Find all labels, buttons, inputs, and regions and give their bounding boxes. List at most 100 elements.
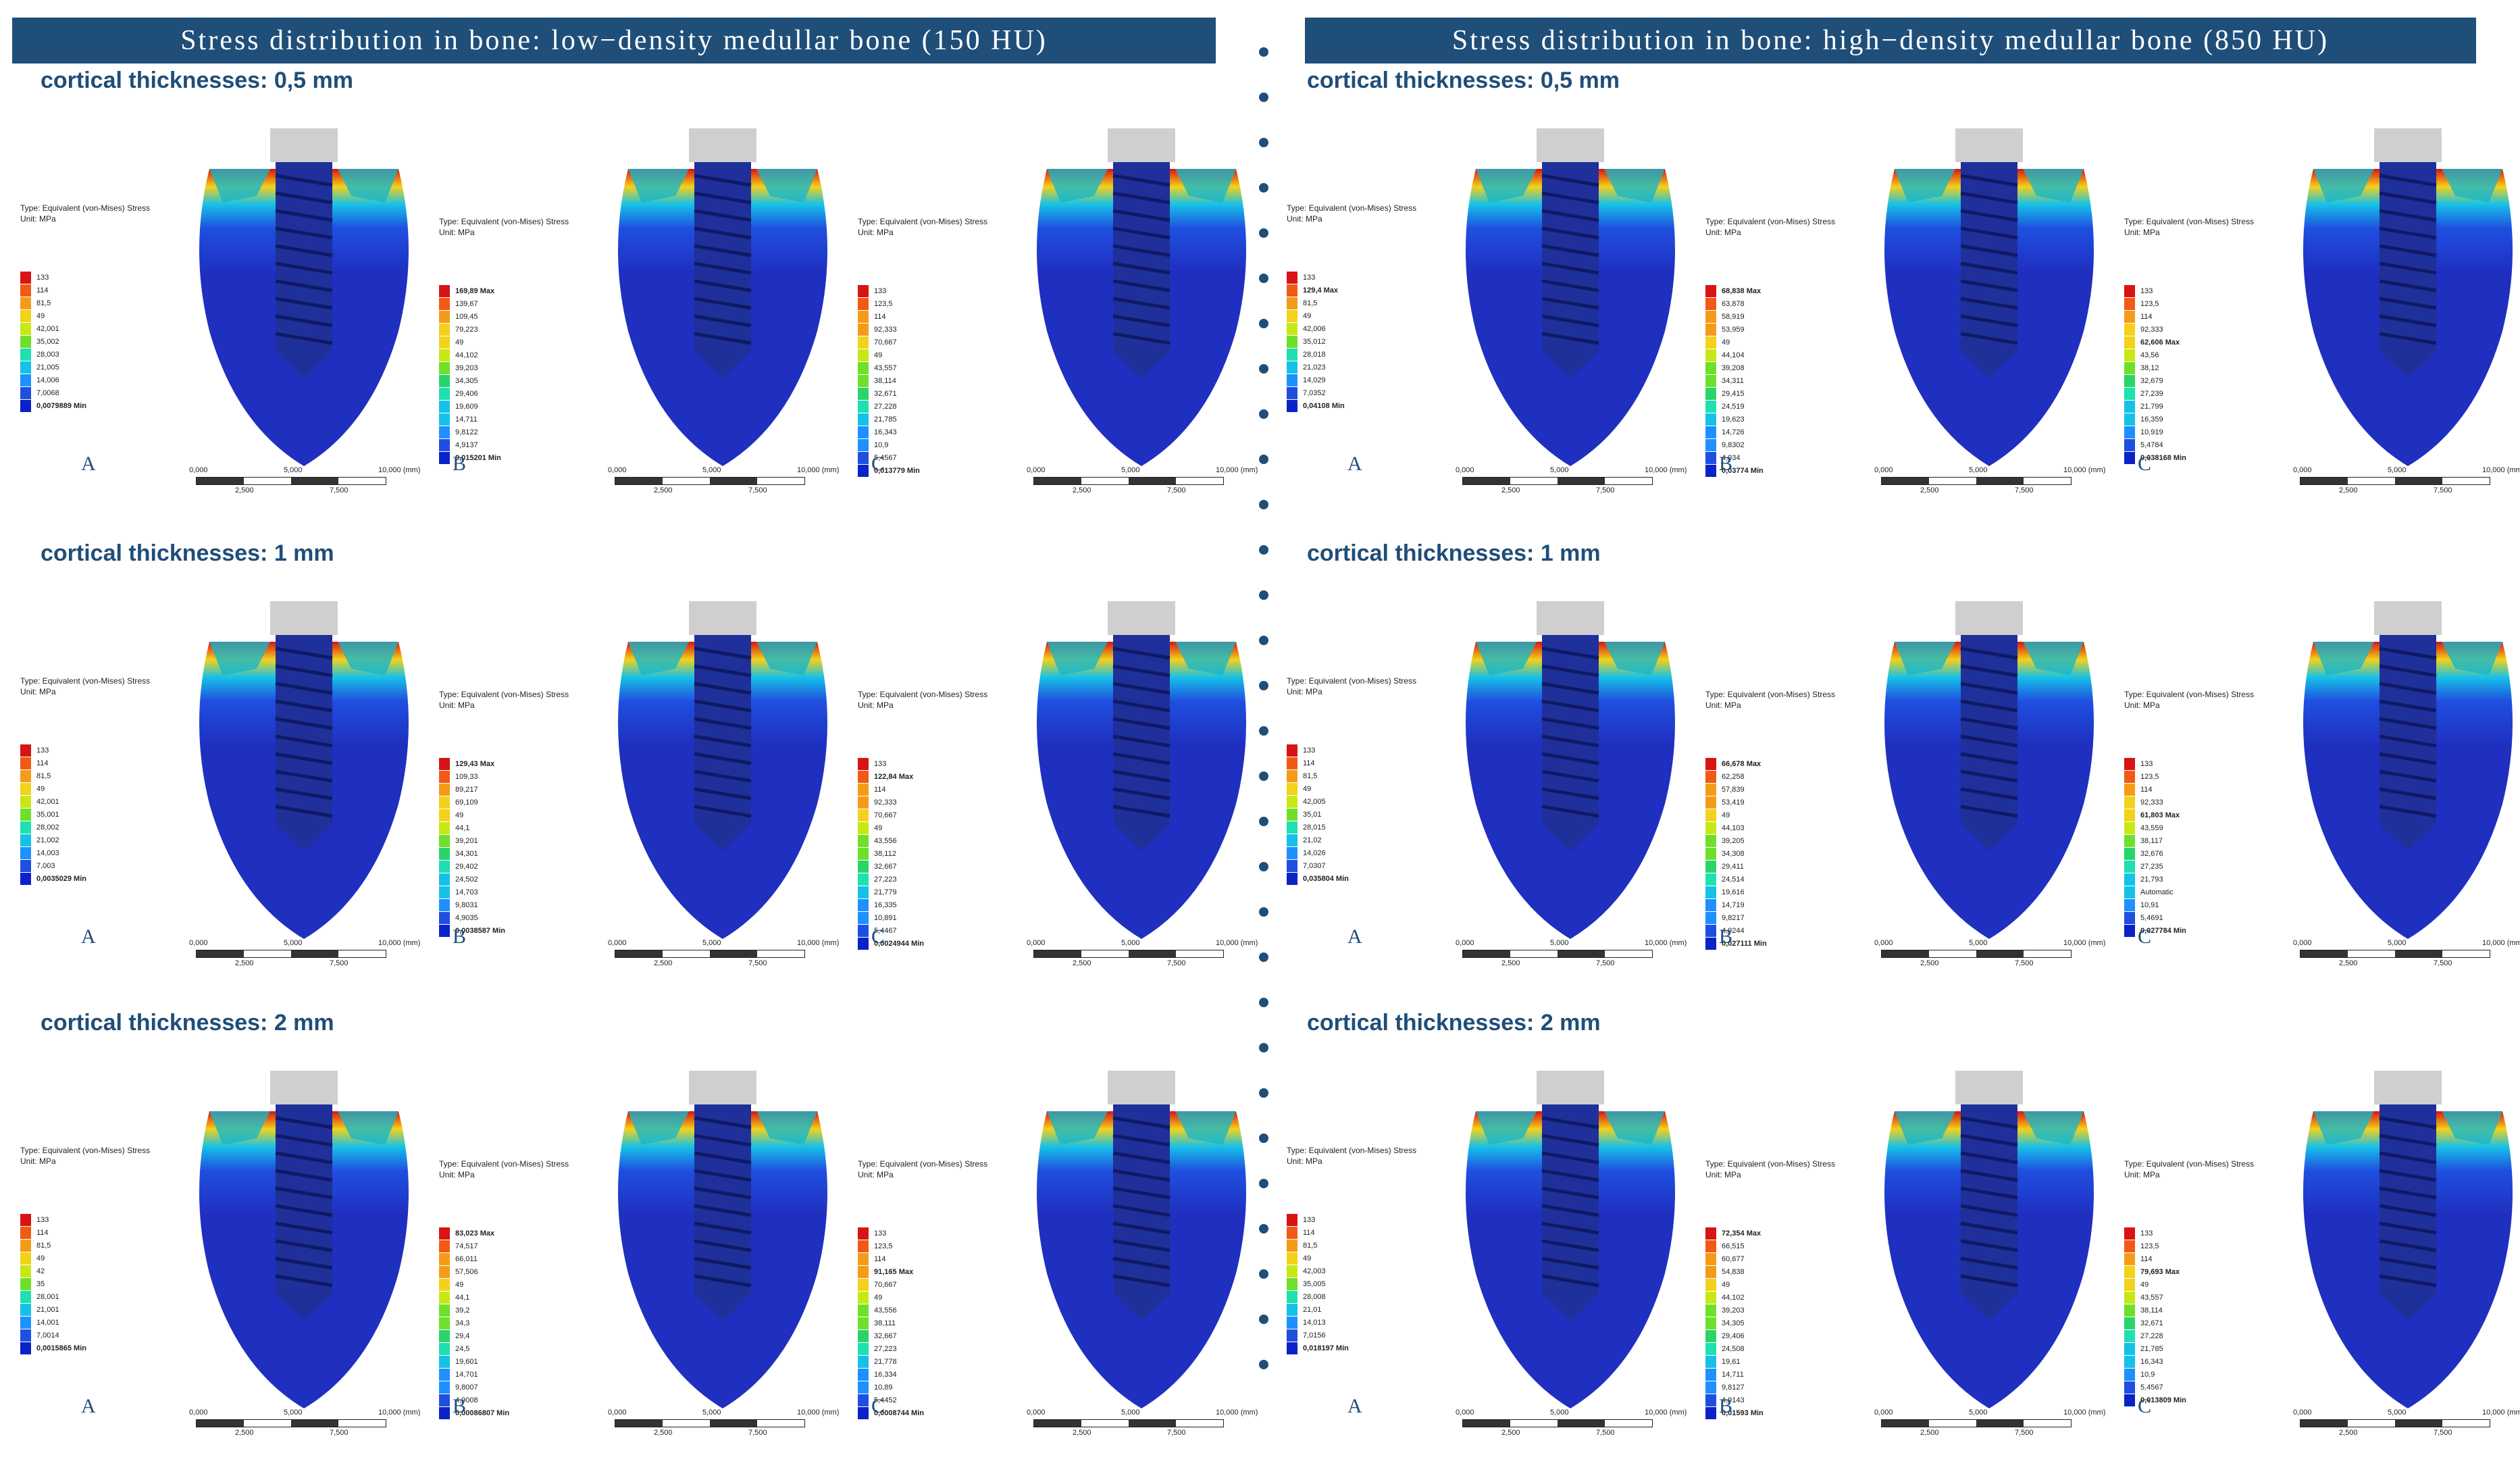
legend-swatch [1287, 821, 1297, 834]
legend-swatch [1287, 284, 1297, 297]
legend-swatch [439, 324, 450, 336]
legend-swatch [858, 375, 869, 387]
scale-ruler: 0,000 5,000 10,000 (mm) 2,500 7,500 [2293, 939, 2520, 979]
legend-value: 133 [1303, 746, 1316, 755]
ruler-tick: 5,000 [1550, 939, 1569, 947]
legend-value: 0,027784 Min [2140, 927, 2186, 935]
legend-value: 133 [36, 1216, 49, 1224]
legend-swatch [20, 744, 31, 757]
legend-value: 63,878 [1722, 300, 1745, 308]
legend-value: 42,006 [1303, 325, 1326, 333]
scale-ruler: 0,000 5,000 10,000 (mm) 2,500 7,500 [189, 939, 420, 979]
stress-legend: Type: Equivalent (von-Mises) Stress Unit:… [20, 676, 150, 886]
stress-legend: Type: Equivalent (von-Mises) Stress Unit:… [1705, 216, 1835, 478]
model-letter: B [453, 453, 467, 475]
legend-swatch [2124, 848, 2135, 860]
legend-swatch [1705, 336, 1716, 349]
legend-swatch [1287, 770, 1297, 782]
model-letter: B [1719, 453, 1733, 475]
legend-swatch [858, 873, 869, 886]
legend-value: 34,301 [455, 850, 478, 858]
legend-value: 79,223 [455, 326, 478, 334]
column-divider [1259, 47, 1270, 1425]
legend-swatch [2124, 311, 2135, 323]
legend-swatch [20, 860, 31, 872]
legend-swatch [20, 834, 31, 846]
legend-value: 39,208 [1722, 364, 1745, 372]
bone-model [1466, 601, 1675, 939]
legend-swatch [439, 1369, 450, 1381]
legend-value: 14,013 [1303, 1319, 1326, 1327]
legend-swatch [2124, 886, 2135, 898]
legend-swatch [20, 809, 31, 821]
ruler-minor-tick: 2,500 [1073, 486, 1091, 494]
legend-swatch [1705, 1253, 1716, 1265]
stress-legend: Type: Equivalent (von-Mises) Stress Unit:… [1287, 676, 1416, 886]
bone-model [1037, 128, 1246, 466]
legend-swatch [2124, 401, 2135, 413]
scale-ruler: 0,000 5,000 10,000 (mm) 2,500 7,500 [1027, 939, 1258, 979]
legend-swatch [1287, 336, 1297, 348]
legend-swatch [858, 822, 869, 834]
model-letter: A [1347, 925, 1362, 948]
legend-swatch [439, 362, 450, 374]
legend-swatch [20, 1304, 31, 1316]
legend-value: 19,609 [455, 403, 478, 411]
legend-value: 49 [874, 824, 883, 832]
model-C: Type: Equivalent (von-Mises) Stress Unit:… [858, 101, 1283, 534]
model-A: Type: Equivalent (von-Mises) Stress Unit:… [20, 101, 446, 534]
legend-swatch [858, 1356, 869, 1368]
ruler-minor-tick: 7,500 [330, 486, 349, 494]
legend-value: 133 [2140, 287, 2153, 295]
legend-swatch [439, 835, 450, 847]
panel-title: cortical thicknesses: 0,5 mm [1307, 68, 1620, 93]
legend-swatch [2124, 873, 2135, 886]
ruler-tick: 10,000 (mm) [1216, 466, 1258, 474]
legend-unit: Unit: MPa [2124, 701, 2160, 710]
ruler-tick: 5,000 [1969, 939, 1988, 947]
legend-value: 32,671 [2140, 1319, 2163, 1327]
panel-title: cortical thicknesses: 0,5 mm [41, 68, 354, 93]
legend-swatch [20, 1317, 31, 1329]
ruler-tick: 5,000 [1121, 466, 1140, 474]
ruler-minor-tick: 7,500 [330, 1429, 349, 1437]
legend-value: 35,005 [1303, 1280, 1326, 1288]
stress-legend: Type: Equivalent (von-Mises) Stress Unit:… [439, 216, 569, 465]
ruler-minor-tick: 2,500 [654, 1429, 673, 1437]
legend-value: 7,0352 [1303, 389, 1326, 397]
legend-value: 9,8127 [1722, 1383, 1745, 1392]
legend-value: 129,43 Max [455, 760, 495, 768]
legend-swatch [1287, 1317, 1297, 1329]
legend-value: 43,557 [2140, 1294, 2163, 1302]
legend-value: 4,934 [1722, 454, 1741, 462]
legend-swatch [1705, 1304, 1716, 1317]
scale-ruler: 0,000 5,000 10,000 (mm) 2,500 7,500 [1874, 1408, 2105, 1449]
legend-value: 16,359 [2140, 415, 2163, 424]
ruler-tick: 5,000 [284, 939, 303, 947]
model-A: Type: Equivalent (von-Mises) Stress Unit:… [1287, 1044, 1712, 1476]
legend-value: 42,001 [36, 325, 59, 333]
scale-ruler: 0,000 5,000 10,000 (mm) 2,500 7,500 [189, 1408, 420, 1449]
legend-value: 66,011 [455, 1255, 478, 1263]
legend-swatch [1705, 771, 1716, 783]
legend-value: 114 [2140, 786, 2153, 794]
legend-value: 70,667 [874, 1281, 897, 1289]
legend-value: 29,406 [1722, 1332, 1745, 1340]
legend-swatch [1705, 822, 1716, 834]
legend-swatch [439, 1343, 450, 1355]
model-letter: C [2138, 453, 2152, 475]
legend-value: 28,001 [36, 1293, 59, 1301]
legend-value: 49 [1722, 1281, 1730, 1289]
legend-value: 0,013809 Min [2140, 1396, 2186, 1404]
legend-swatch [20, 336, 31, 348]
legend-value: 169,89 Max [455, 287, 495, 295]
legend-unit: Unit: MPa [858, 1170, 894, 1179]
legend-swatch [1287, 783, 1297, 795]
legend-value: 0,018197 Min [1303, 1344, 1349, 1352]
stress-legend: Type: Equivalent (von-Mises) Stress Unit:… [1287, 203, 1416, 413]
legend-value: 83,023 Max [455, 1229, 495, 1238]
legend-swatch [1287, 1291, 1297, 1303]
model-B: Type: Equivalent (von-Mises) Stress Unit:… [439, 1044, 865, 1476]
bone-model [2303, 601, 2513, 939]
legend-value: 9,8217 [1722, 914, 1745, 922]
